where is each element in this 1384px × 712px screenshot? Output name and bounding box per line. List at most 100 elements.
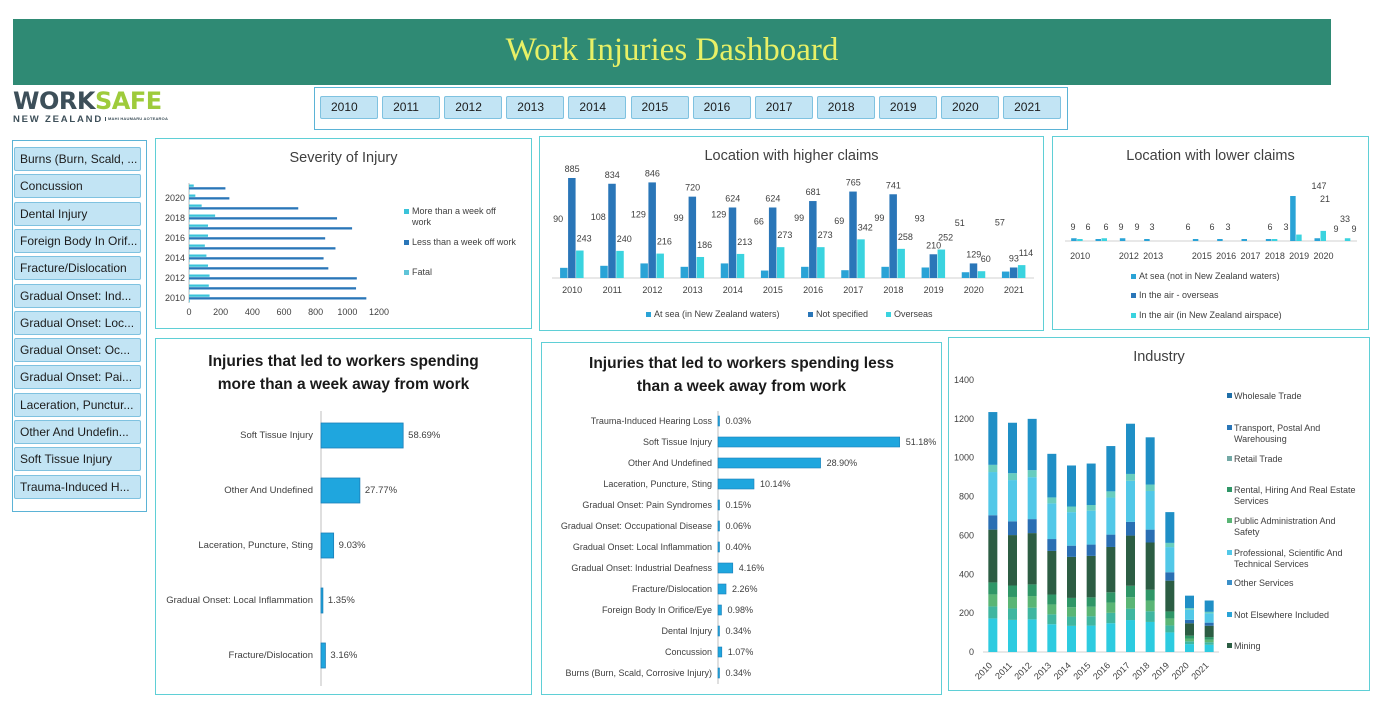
- x-tick-label: 2013: [1032, 660, 1053, 681]
- stack-segment: [1008, 619, 1017, 652]
- bar-1: [809, 201, 817, 278]
- bar-2: [1017, 265, 1026, 278]
- bar-2: [189, 259, 190, 263]
- stack-segment: [1067, 625, 1076, 652]
- bar-0: [680, 266, 689, 278]
- data-label: 3: [1225, 222, 1230, 232]
- legend-swatch: [1227, 393, 1232, 398]
- stack-segment: [1145, 542, 1155, 590]
- injury-type-button[interactable]: Trauma-Induced H...: [14, 474, 141, 499]
- injury-type-button[interactable]: Gradual Onset: Ind...: [14, 283, 141, 308]
- year-button-2021[interactable]: 2021: [1003, 96, 1062, 119]
- bar-0: [189, 254, 207, 257]
- year-button-2019[interactable]: 2019: [878, 96, 937, 119]
- stack-segment: [1047, 550, 1057, 595]
- stack-segment: [1165, 618, 1175, 626]
- bar: [320, 477, 361, 504]
- year-button-2016[interactable]: 2016: [692, 96, 751, 119]
- data-label: 9: [1070, 222, 1075, 232]
- bar-0: [189, 274, 210, 277]
- injury-type-button[interactable]: Soft Tissue Injury: [14, 447, 141, 472]
- year-button-2015[interactable]: 2015: [630, 96, 689, 119]
- x-tick-label: 2020: [964, 285, 984, 295]
- category-label: Concussion: [665, 647, 712, 657]
- injury-type-button[interactable]: Concussion: [14, 174, 141, 199]
- x-tick-label: 2010: [1070, 251, 1090, 261]
- stack-segment: [1145, 600, 1155, 612]
- category-label: Gradual Onset: Industrial Deafness: [571, 563, 712, 573]
- injury-type-button[interactable]: Other And Undefin...: [14, 420, 141, 444]
- bar: [717, 499, 720, 511]
- stack-segment: [1106, 491, 1116, 498]
- stack-segment: [1086, 555, 1096, 598]
- injury-type-button[interactable]: Gradual Onset: Oc...: [14, 338, 141, 363]
- industry-chart: 0200400600800100012001400201020112012201…: [954, 375, 1356, 682]
- bar-0: [560, 267, 568, 278]
- bar-2: [897, 248, 905, 278]
- year-button-2013[interactable]: 2013: [506, 96, 565, 119]
- bar-0: [1290, 196, 1296, 241]
- category-label: Fracture/Dislocation: [632, 584, 712, 594]
- injury-type-button[interactable]: Burns (Burn, Scald, ...: [14, 147, 141, 171]
- year-button-2020[interactable]: 2020: [941, 96, 999, 119]
- year-button-2017[interactable]: 2017: [754, 96, 813, 119]
- year-button-2014[interactable]: 2014: [568, 96, 627, 119]
- injury-type-button[interactable]: Dental Injury: [14, 201, 141, 226]
- x-tick-label: 2012: [642, 285, 662, 295]
- injury-type-button[interactable]: Fracture/Dislocation: [14, 256, 141, 281]
- stack-segment: [1106, 534, 1116, 547]
- stack-segment: [1086, 606, 1096, 617]
- stack-segment: [1165, 632, 1175, 652]
- y-tick-label: 600: [959, 530, 974, 540]
- bar-1: [189, 297, 367, 300]
- stack-segment: [1106, 623, 1116, 652]
- title-bar: Work Injuries Dashboard: [13, 19, 1331, 85]
- stack-segment: [988, 464, 998, 473]
- year-button-2018[interactable]: 2018: [816, 96, 875, 119]
- legend-swatch: [1227, 518, 1232, 523]
- year-button-2012[interactable]: 2012: [444, 96, 503, 119]
- data-label: 213: [737, 237, 752, 247]
- bar-0: [189, 214, 216, 217]
- bar-1: [969, 263, 978, 278]
- stack-segment: [1008, 521, 1017, 536]
- y-tick-label: 2014: [165, 253, 185, 263]
- x-tick-label: 1200: [369, 307, 389, 317]
- x-tick-label: 2016: [1216, 251, 1236, 261]
- category-label: Fracture/Dislocation: [229, 650, 313, 661]
- stack-segment: [1185, 609, 1194, 620]
- year-button-2011[interactable]: 2011: [382, 96, 441, 119]
- bar-2: [937, 249, 946, 278]
- legend-label: Warehousing: [1234, 434, 1287, 444]
- injury-type-button[interactable]: Gradual Onset: Loc...: [14, 310, 141, 335]
- stack-segment: [988, 582, 998, 595]
- x-tick-label: 2019: [1150, 660, 1171, 681]
- year-button-2010[interactable]: 2010: [320, 96, 378, 119]
- severity-title: Severity of Injury: [289, 150, 398, 166]
- bar-1: [189, 287, 357, 290]
- data-label: 3: [1149, 222, 1154, 232]
- stack-segment: [1086, 463, 1096, 506]
- legend-label: At sea (in New Zealand waters): [654, 309, 780, 319]
- data-label: 9: [1118, 222, 1123, 232]
- stack-segment: [1047, 497, 1057, 504]
- more-week-title: Injuries that led to workers spending mo…: [208, 353, 479, 393]
- bar-0: [801, 266, 809, 278]
- data-label: 99: [674, 213, 684, 223]
- stack-segment: [1145, 437, 1155, 485]
- legend-label: Retail Trade: [1234, 454, 1283, 464]
- data-label: 0.34%: [726, 668, 752, 678]
- legend-swatch: [1227, 425, 1232, 430]
- injury-type-button[interactable]: Foreign Body In Orif...: [14, 228, 141, 253]
- y-tick-label: 1400: [954, 375, 974, 385]
- stack-segment: [1067, 512, 1076, 546]
- stack-segment: [1145, 484, 1155, 491]
- data-label: 624: [725, 193, 740, 203]
- stack-segment: [1126, 473, 1135, 481]
- injury-type-button[interactable]: Gradual Onset: Pai...: [14, 365, 141, 390]
- bar-2: [189, 249, 190, 253]
- stack-segment: [1106, 497, 1116, 535]
- x-tick-label: 2020: [1170, 660, 1191, 681]
- injury-type-button[interactable]: Laceration, Punctur...: [14, 392, 141, 417]
- stack-segment: [1008, 473, 1017, 481]
